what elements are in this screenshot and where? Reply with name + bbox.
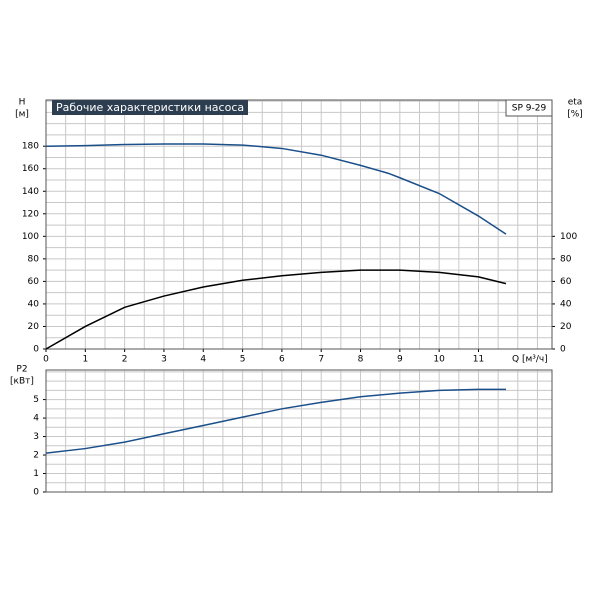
y-tick-label: 1 <box>33 469 39 479</box>
y-tick-label: 60 <box>28 277 40 287</box>
y-axis-unit: [м] <box>15 110 29 120</box>
x-tick-label: 1 <box>82 355 88 365</box>
x-tick-label: 8 <box>358 355 364 365</box>
y-tick-label: 0 <box>33 488 39 498</box>
curve <box>45 388 506 454</box>
x-tick-label: 10 <box>433 355 445 365</box>
plot-area <box>46 100 552 349</box>
y2-tick-label: 80 <box>560 254 572 264</box>
model-label: SP 9-29 <box>512 104 547 114</box>
y-tick-label: 80 <box>28 254 40 264</box>
y-tick-label: 120 <box>22 209 39 219</box>
y-tick-label: 20 <box>28 322 40 332</box>
y-tick-label: 0 <box>33 345 39 355</box>
x-tick-label: 3 <box>161 355 167 365</box>
y-tick-label: 5 <box>33 395 39 405</box>
y2-tick-label: 40 <box>560 299 572 309</box>
plot-frame <box>45 369 553 493</box>
y-tick-label: 4 <box>33 414 39 424</box>
x-tick-label: 4 <box>200 355 206 365</box>
y-tick-label: 2 <box>33 451 39 461</box>
y-tick-label: 100 <box>22 232 39 242</box>
y-tick-label: 3 <box>33 432 39 442</box>
y2-tick-label: 100 <box>560 232 577 242</box>
y-axis-unit: [кВт] <box>10 377 34 387</box>
chart-title: Рабочие характеристики насоса <box>56 101 244 114</box>
y2-axis-label: eta <box>568 98 583 108</box>
y2-tick-label: 0 <box>560 345 566 355</box>
y2-axis-unit: [%] <box>567 110 583 120</box>
y-tick-label: 40 <box>28 299 40 309</box>
y-axis-label: H <box>19 98 26 108</box>
curve <box>45 143 507 235</box>
y2-tick-label: 20 <box>560 322 572 332</box>
x-tick-label: 11 <box>473 355 484 365</box>
x-axis-label: Q [м³/ч] <box>512 355 548 365</box>
x-tick-label: 9 <box>397 355 403 365</box>
plot-frame <box>45 99 553 350</box>
x-tick-label: 7 <box>318 355 324 365</box>
y-tick-label: 180 <box>22 142 39 152</box>
x-tick-label: 0 <box>43 355 49 365</box>
x-tick-label: 2 <box>122 355 128 365</box>
x-tick-label: 6 <box>279 355 285 365</box>
y-tick-label: 140 <box>22 187 39 197</box>
model-box <box>505 99 553 117</box>
y-axis-label: P2 <box>16 365 27 375</box>
y2-tick-label: 60 <box>560 277 572 287</box>
curve <box>45 269 507 350</box>
x-tick-label: 5 <box>240 355 246 365</box>
title-box <box>52 100 248 115</box>
y-tick-label: 160 <box>22 164 39 174</box>
